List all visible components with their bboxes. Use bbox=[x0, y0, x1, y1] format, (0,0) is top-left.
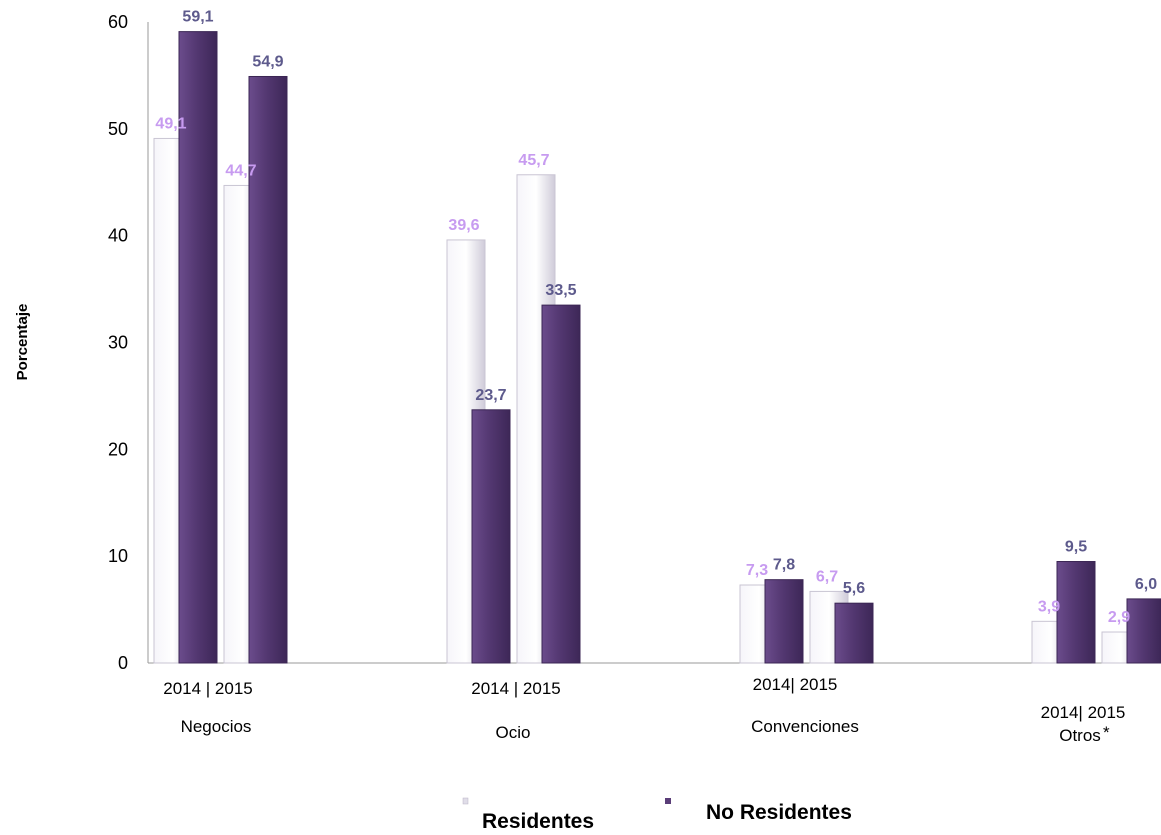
data-label-otros-residentes-2015: 2,9 bbox=[1108, 609, 1130, 626]
y-axis-label: Porcentaje bbox=[14, 304, 31, 381]
x-category-negocios: Negocios bbox=[181, 717, 252, 736]
legend-swatch-residentes bbox=[462, 797, 469, 805]
x-sublabel-negocios: 2014 | 2015 bbox=[163, 679, 253, 698]
data-label-ocio-residentes-2014: 39,6 bbox=[448, 217, 479, 234]
footnote-mark: * bbox=[1103, 723, 1110, 742]
y-ticks: 0 10 20 30 40 50 60 bbox=[108, 12, 128, 673]
bar-otros-no-residentes-2015 bbox=[1126, 598, 1161, 664]
data-label-negocios-residentes-2015: 44,7 bbox=[225, 162, 256, 179]
bar-convenciones-no-residentes-2014 bbox=[764, 579, 804, 664]
data-label-ocio-no-residentes-2015: 33,5 bbox=[545, 282, 576, 299]
data-label-otros-no-residentes-2014: 9,5 bbox=[1065, 539, 1087, 556]
y-tick-label: 30 bbox=[108, 333, 128, 353]
x-sublabel-ocio: 2014 | 2015 bbox=[471, 679, 561, 698]
bar-ocio-no-residentes-2014 bbox=[471, 409, 511, 664]
bar-otros-no-residentes-2014 bbox=[1056, 561, 1096, 664]
y-tick-label: 60 bbox=[108, 12, 128, 32]
x-category-otros: Otros bbox=[1059, 726, 1101, 745]
x-category-convenciones: Convenciones bbox=[751, 717, 859, 736]
bar-negocios-no-residentes-2015 bbox=[248, 75, 288, 664]
x-sublabel-otros: 2014| 2015 bbox=[1041, 703, 1126, 722]
data-label-convenciones-residentes-2014: 7,3 bbox=[746, 562, 768, 579]
y-tick-label: 0 bbox=[118, 653, 128, 673]
bar-ocio-no-residentes-2015 bbox=[541, 304, 581, 664]
legend-swatch-no-residentes bbox=[665, 798, 671, 804]
data-label-otros-no-residentes-2015: 6,0 bbox=[1135, 576, 1157, 593]
legend-label-no-residentes: No Residentes bbox=[706, 801, 852, 824]
data-label-convenciones-no-residentes-2014: 7,8 bbox=[773, 557, 795, 574]
data-label-negocios-residentes-2014: 49,1 bbox=[155, 115, 186, 132]
x-sublabel-convenciones: 2014| 2015 bbox=[753, 675, 838, 694]
x-category-ocio: Ocio bbox=[496, 723, 531, 742]
bars bbox=[153, 31, 1161, 664]
data-label-negocios-no-residentes-2014: 59,1 bbox=[182, 9, 213, 26]
bar-convenciones-no-residentes-2015 bbox=[834, 602, 874, 664]
data-label-negocios-no-residentes-2015: 54,9 bbox=[252, 53, 283, 70]
data-label-otros-residentes-2014: 3,9 bbox=[1038, 598, 1060, 615]
legend: Residentes No Residentes bbox=[462, 797, 852, 833]
bar-negocios-no-residentes-2014 bbox=[178, 31, 218, 664]
data-label-convenciones-no-residentes-2015: 5,6 bbox=[843, 580, 865, 597]
data-labels: 49,1 59,1 44,7 54,9 39,6 23,7 45,7 33,5 7,3 7,8 6,… bbox=[155, 9, 1157, 626]
data-label-ocio-no-residentes-2014: 23,7 bbox=[475, 387, 506, 404]
legend-label-residentes: Residentes bbox=[482, 810, 594, 833]
y-tick-label: 40 bbox=[108, 226, 128, 246]
y-tick-label: 50 bbox=[108, 119, 128, 139]
y-tick-label: 10 bbox=[108, 546, 128, 566]
data-label-ocio-residentes-2015: 45,7 bbox=[518, 152, 549, 169]
data-label-convenciones-residentes-2015: 6,7 bbox=[816, 568, 838, 585]
y-tick-label: 20 bbox=[108, 439, 128, 459]
